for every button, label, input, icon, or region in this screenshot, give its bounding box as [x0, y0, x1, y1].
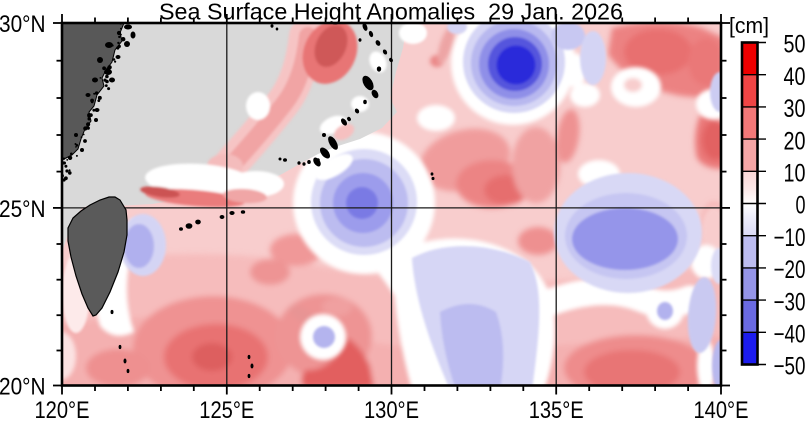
- svg-text:0: 0: [796, 192, 806, 220]
- svg-text:30°N: 30°N: [0, 11, 46, 38]
- svg-text:125°E: 125°E: [199, 397, 254, 421]
- svg-text:10: 10: [784, 160, 806, 188]
- svg-text:40: 40: [784, 63, 806, 91]
- svg-text:30: 30: [784, 95, 806, 123]
- svg-text:140°E: 140°E: [694, 397, 749, 421]
- svg-text:20°N: 20°N: [0, 374, 46, 401]
- svg-text:120°E: 120°E: [35, 397, 90, 421]
- svg-text:−30: −30: [774, 288, 806, 316]
- svg-text:−20: −20: [774, 256, 806, 284]
- svg-text:25°N: 25°N: [0, 196, 46, 223]
- svg-text:−50: −50: [774, 353, 806, 381]
- svg-text:−40: −40: [774, 321, 806, 349]
- svg-text:135°E: 135°E: [529, 397, 584, 421]
- svg-text:−10: −10: [774, 224, 806, 252]
- svg-text:Sea Surface Height Anomalies: Sea Surface Height Anomalies 29 Jan. 202…: [159, 0, 623, 25]
- svg-text:20: 20: [784, 127, 806, 155]
- svg-text:50: 50: [784, 31, 806, 59]
- svg-text:[cm]: [cm]: [729, 13, 769, 38]
- svg-text:130°E: 130°E: [364, 397, 419, 421]
